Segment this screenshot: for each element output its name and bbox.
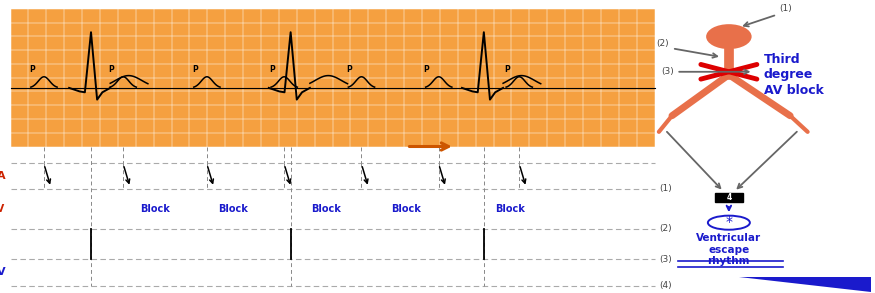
Text: Ventricular
escape
rhythm: Ventricular escape rhythm <box>696 233 761 266</box>
Text: (2): (2) <box>659 224 671 233</box>
Text: P: P <box>29 65 35 74</box>
Text: Block: Block <box>312 204 341 214</box>
Text: AV: AV <box>0 204 5 214</box>
Text: A: A <box>0 171 5 181</box>
Text: (1): (1) <box>780 4 793 13</box>
Ellipse shape <box>706 24 752 49</box>
Text: Third
degree
AV block: Third degree AV block <box>764 53 823 97</box>
Text: Block: Block <box>494 204 524 214</box>
Text: V: V <box>0 268 5 277</box>
Text: Block: Block <box>141 204 171 214</box>
Text: P: P <box>504 65 510 74</box>
Bar <box>10 9 654 146</box>
Text: (1): (1) <box>659 185 672 193</box>
Text: P: P <box>346 65 352 74</box>
Text: P: P <box>424 65 430 74</box>
Text: P: P <box>270 65 275 74</box>
Text: Block: Block <box>218 204 248 214</box>
Text: Block: Block <box>392 204 422 214</box>
Text: P: P <box>192 65 198 74</box>
Text: P: P <box>108 65 114 74</box>
Polygon shape <box>739 277 871 292</box>
Bar <box>715 193 743 202</box>
Text: 4: 4 <box>726 193 732 202</box>
Text: (3): (3) <box>661 67 674 76</box>
Text: (2): (2) <box>657 39 669 48</box>
Text: *: * <box>725 215 732 229</box>
Text: (4): (4) <box>659 281 671 290</box>
Text: (3): (3) <box>659 255 672 264</box>
